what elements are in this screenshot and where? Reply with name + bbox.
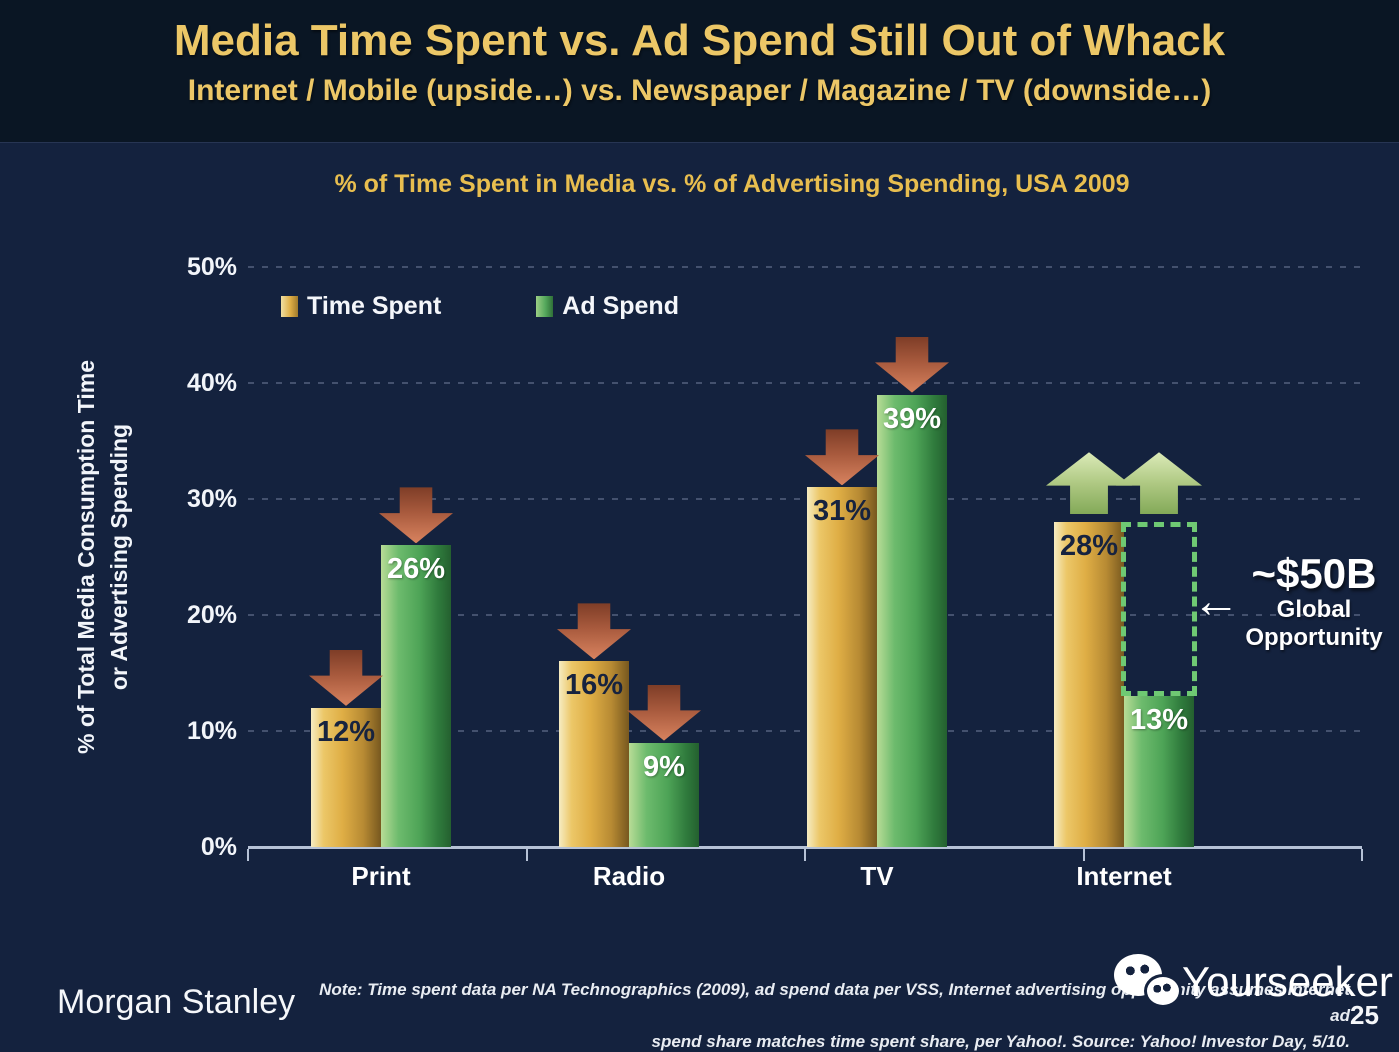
y-tick-label-10: 10% [186,717,237,745]
chart-title: % of Time Spent in Media vs. % of Advert… [334,170,1130,198]
bar-value-label: 26% [386,553,446,586]
y-tick-label-50: 50% [186,253,237,281]
down-arrow-icon [875,336,949,393]
bar-value-label: 13% [1129,704,1189,737]
bar-internet-time-spent: 28% [1054,522,1124,847]
bar-value-label: 12% [316,715,376,748]
bar-value-label: 31% [812,495,872,528]
up-arrow-icon [1116,452,1202,515]
wechat-icon [1112,950,1186,1014]
opportunity-annotation: ← ~$50B Global Opportunity [1192,550,1399,652]
y-tick-label-30: 30% [186,485,237,513]
opportunity-sub2: Opportunity [1245,624,1383,651]
legend: Time Spent Ad Spend [281,292,679,321]
left-arrow-icon: ← [1192,575,1240,628]
y-axis-title-line2: or Advertising Spending [106,423,132,691]
category-label-radio: Radio [592,861,666,891]
down-arrow-icon [379,487,453,544]
x-axis-tick [1361,849,1363,861]
bar-value-label: 28% [1059,530,1119,563]
bar-value-label: 9% [643,750,685,783]
down-arrow-icon [627,684,701,741]
bar-tv-ad-spend: 39% [877,394,947,847]
footnote-line2: spend share matches time spent share, pe… [651,1032,1351,1051]
bar-print-ad-spend: 26% [381,545,451,847]
x-axis-tick [525,849,528,861]
plot-area: Print 12% 26% Radio 16% 9% TV 31% 39% Internet 28%… [247,266,1363,891]
footnote: Note: Time spent data per NA Technograph… [295,977,1350,1052]
x-axis-tick [804,849,806,861]
bar-tv-time-spent: 31% [807,487,877,847]
page-number: 25 [1350,1000,1379,1030]
x-axis-tick [1082,849,1085,861]
gridline-50 [248,266,1362,268]
time-spent-swatch-icon [281,296,298,317]
bar-radio-time-spent: 16% [559,661,629,847]
opportunity-gap-box [1121,522,1197,697]
down-arrow-icon [557,603,631,660]
down-arrow-icon [309,649,383,706]
x-axis-tick [247,849,249,861]
slide-title: Media Time Spent vs. Ad Spend Still Out … [173,16,1226,65]
footnote-line1: Note: Time spent data per NA Technograph… [319,980,1350,1025]
legend-label-time-spent: Time Spent [307,292,442,320]
bar-print-time-spent: 12% [311,707,381,847]
morgan-stanley-logo: Morgan Stanley [57,983,296,1021]
legend-label-ad-spend: Ad Spend [562,292,679,320]
watermark-text: Yourseeker [1182,958,1393,1005]
down-arrow-icon [805,429,879,486]
y-tick-label-0: 0% [200,833,237,861]
opportunity-value: ~$50B [1251,550,1377,597]
y-axis-title-line1: % of Total Media Consumption Time [73,360,99,754]
category-label-internet: Internet [1076,861,1172,891]
category-label-print: Print [351,861,411,891]
y-tick-label-20: 20% [186,601,237,629]
category-label-tv: TV [860,861,894,891]
bar-internet-ad-spend: 13% [1124,696,1194,847]
opportunity-sub1: Global [1276,596,1352,623]
watermark: Yourseeker [1112,950,1393,1014]
header: Media Time Spent vs. Ad Spend Still Out … [0,0,1399,143]
legend-item-time-spent: Time Spent [281,292,441,321]
up-arrow-icon [1046,452,1132,515]
ad-spend-swatch-icon [536,296,554,317]
y-axis-labels: 0% 10% 20% 30% 40% 50% [140,253,237,861]
legend-item-ad-spend: Ad Spend [536,292,679,321]
bar-radio-ad-spend: 9% [629,742,699,847]
x-axis-line [248,846,1362,849]
gridline-30 [248,498,1362,500]
bar-value-label: 16% [564,669,624,702]
y-tick-label-40: 40% [186,369,237,397]
gridline-40 [248,382,1362,384]
slide-subtitle: Internet / Mobile (upside…) vs. Newspape… [187,74,1212,107]
gridline-20 [248,614,1362,616]
gridline-10 [248,730,1362,732]
bar-value-label: 39% [882,402,942,435]
